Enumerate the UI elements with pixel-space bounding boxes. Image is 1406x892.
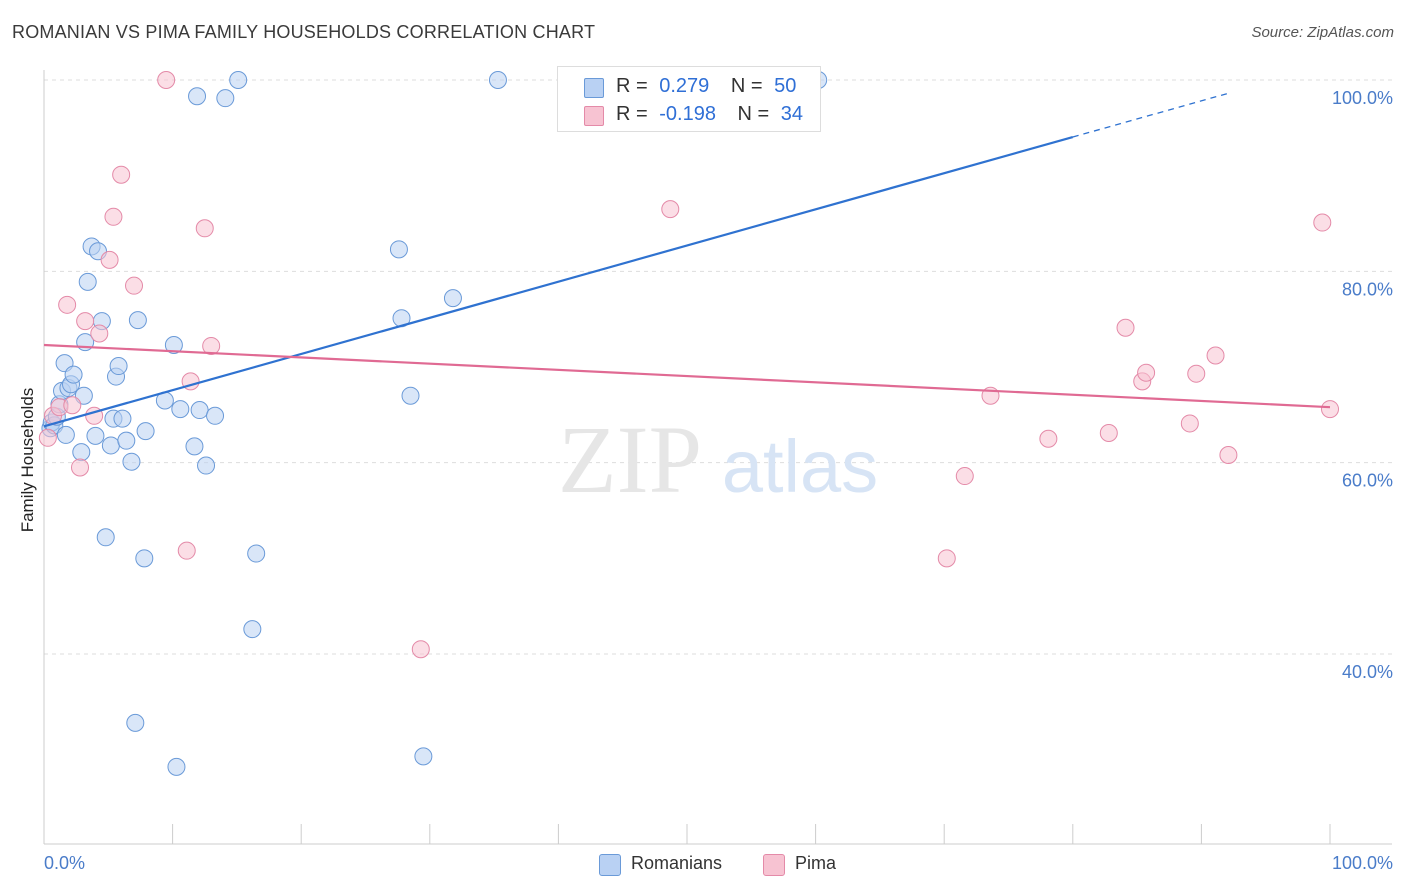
y-tick-label: 80.0% [1342, 279, 1393, 299]
trendline-pima [43, 343, 1331, 409]
pima-point [38, 428, 57, 447]
romanians-point [56, 425, 75, 444]
pima-point [63, 396, 82, 415]
romanians-point [243, 620, 262, 639]
y-tick-label: 100.0% [1332, 88, 1393, 108]
n-label: N = [737, 103, 770, 125]
y-tick-label: 40.0% [1342, 662, 1393, 682]
n-label: N = [730, 75, 763, 97]
romanians-point [389, 240, 408, 259]
romanians-point [171, 400, 190, 419]
pima-point [955, 467, 974, 486]
x-tick-label: 0.0% [44, 853, 85, 873]
romanians-point [136, 422, 155, 441]
pima-point [1180, 414, 1199, 433]
pima-point [157, 71, 176, 89]
romanians-point [101, 436, 120, 455]
romanians-point [488, 71, 507, 89]
pima-point [71, 458, 90, 477]
n-value: 50 [774, 75, 797, 97]
romanians-point [247, 544, 266, 563]
pima-point [112, 165, 131, 184]
grid-lines [44, 79, 1392, 655]
romanians-point [64, 365, 83, 384]
pima-point [202, 336, 221, 355]
trendlines [43, 92, 1331, 428]
romanians-point [229, 71, 248, 89]
series-legend: Romanians Pima [0, 852, 1406, 878]
pima-point [125, 276, 144, 295]
romanians-point [188, 87, 207, 106]
pima-point [1039, 429, 1058, 448]
romanians-point [96, 528, 115, 547]
legend-label-pima: Pima [795, 853, 837, 873]
r-label: R = [616, 103, 648, 125]
romanians-point [128, 311, 147, 330]
romanians-point [190, 401, 209, 420]
romanians-swatch [599, 854, 621, 876]
n-value: 34 [780, 103, 804, 125]
pima-point [195, 219, 214, 238]
pima-point [1137, 363, 1156, 382]
trendline-romanians-dashed [1072, 92, 1228, 138]
romanians-point [443, 289, 462, 308]
pima-point [1099, 424, 1118, 443]
r-value: 0.279 [659, 75, 710, 97]
romanians-point [167, 757, 186, 776]
x-tick-label: 100.0% [1332, 853, 1393, 873]
pima-point [177, 541, 196, 560]
series-pima [38, 71, 1339, 659]
pima-point [58, 295, 77, 314]
romanians-point [72, 443, 91, 462]
tick-labels: 100.0% 80.0% 60.0% 40.0% 0.0% 100.0% [44, 88, 1393, 873]
watermark-zip: ZIP [558, 406, 702, 513]
axes [43, 70, 1392, 845]
pima-point [1206, 346, 1225, 365]
chart-title: ROMANIAN VS PIMA FAMILY HOUSEHOLDS CORRE… [12, 22, 596, 42]
pima-point [661, 200, 680, 219]
romanians-point [185, 437, 204, 456]
pima-point [1313, 213, 1332, 232]
pima-point [100, 250, 119, 269]
romanians-point [117, 431, 136, 450]
romanians-point [414, 747, 433, 766]
romanians-swatch [584, 78, 604, 98]
pima-point [1219, 446, 1238, 465]
pima-point [1116, 318, 1135, 337]
romanians-point [78, 272, 97, 291]
pima-point [76, 312, 95, 331]
y-tick-label: 60.0% [1342, 471, 1393, 491]
romanians-point [74, 386, 93, 405]
romanians-point [113, 409, 132, 428]
pima-point [104, 207, 123, 226]
legend-label-romanians: Romanians [631, 853, 723, 873]
r-label: R = [616, 75, 648, 97]
r-value: -0.198 [659, 103, 716, 125]
romanians-point [164, 335, 183, 354]
romanians-point [126, 713, 145, 732]
pima-point [1187, 364, 1206, 383]
romanians-point [122, 452, 141, 471]
pima-swatch [584, 106, 604, 126]
romanians-point [86, 426, 105, 445]
pima-point [937, 549, 956, 568]
series-romanians [41, 71, 828, 776]
pima-swatch [763, 854, 785, 876]
trendline-romanians [43, 135, 1074, 428]
watermark-atlas: atlas [722, 425, 878, 508]
romanians-point [135, 549, 154, 568]
romanians-point [401, 386, 420, 405]
pima-point [90, 324, 109, 343]
romanians-point [197, 456, 216, 475]
pima-point [1321, 400, 1339, 419]
source-credit: Source: ZipAtlas.com [1251, 24, 1394, 41]
romanians-point [109, 357, 128, 376]
romanians-point [206, 406, 225, 425]
stats-legend: R = 0.279 N = 50 R = -0.198 N = 34 [557, 66, 821, 132]
pima-point [411, 640, 430, 659]
romanians-point [216, 89, 235, 108]
